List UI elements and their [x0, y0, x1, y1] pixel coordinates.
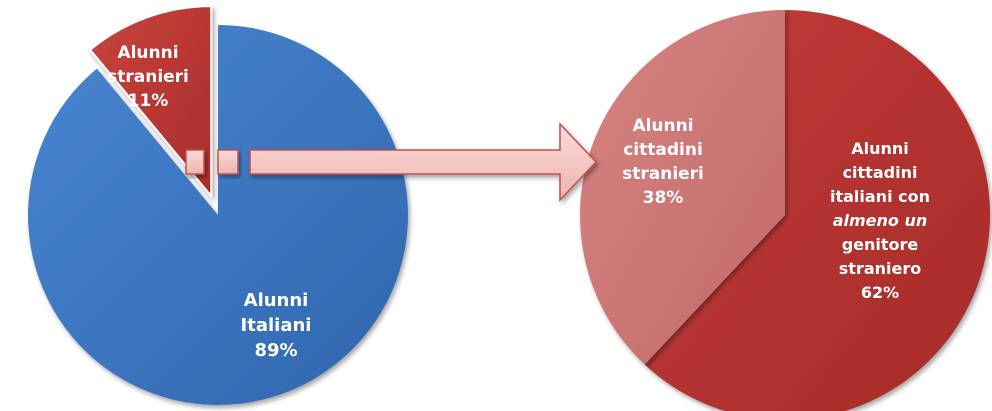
slice-alunni-italiani	[27, 25, 408, 405]
slice-labels: Alunni stranieri 11% Alunni Italiani 89% Alunn…	[107, 43, 930, 361]
arrow-connector	[185, 122, 598, 202]
label-alunni-stranieri: Alunni stranieri 11%	[107, 43, 189, 111]
arrow-body	[249, 122, 598, 202]
pie-chart-all-students	[27, 5, 408, 405]
slice-cittadini-stranieri	[580, 9, 785, 365]
label-cittadini-stranieri: Alunni cittadini stranieri 38%	[622, 116, 704, 208]
arrow-tail-segment	[185, 149, 205, 175]
slice-alunni-stranieri	[88, 5, 213, 199]
pie-chart-foreign-background-students	[580, 9, 991, 411]
slice-cittadini-italiani-genitore-straniero	[644, 10, 991, 411]
label-cittadini-italiani-genitore-straniero: Alunni cittadini italiani con almeno un geni…	[830, 139, 930, 302]
arrow-tail-segment	[217, 149, 239, 175]
label-alunni-italiani: Alunni Italiani 89%	[241, 290, 312, 361]
